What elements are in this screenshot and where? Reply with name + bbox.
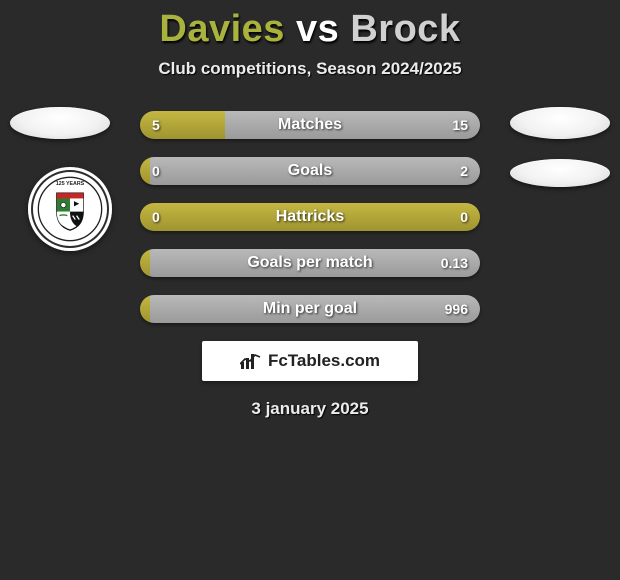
player1-club-crest: 125 YEARS xyxy=(28,167,112,251)
stat-value-right: 0.13 xyxy=(441,249,468,277)
comparison-content: 125 YEARS 5Matches150Goals20Hattricks0Go… xyxy=(0,111,620,419)
club-crest-icon: 125 YEARS xyxy=(37,176,103,242)
page-title: Davies vs Brock xyxy=(0,0,620,51)
stat-label: Goals xyxy=(140,157,480,185)
player1-name: Davies xyxy=(159,8,285,50)
stat-value-right: 996 xyxy=(445,295,468,323)
stat-row: 0Hattricks0 xyxy=(140,203,480,231)
brand-text: FcTables.com xyxy=(268,351,380,371)
stat-row: 0Goals2 xyxy=(140,157,480,185)
date-label: 3 january 2025 xyxy=(0,399,620,419)
player1-badge-placeholder xyxy=(10,107,110,139)
comparison-bars: 5Matches150Goals20Hattricks0Goals per ma… xyxy=(140,111,480,323)
vs-separator: vs xyxy=(296,8,339,50)
stat-row: 5Matches15 xyxy=(140,111,480,139)
player2-name: Brock xyxy=(350,8,460,50)
bar-chart-icon xyxy=(240,352,262,370)
player2-badge-placeholder-2 xyxy=(510,159,610,187)
stat-value-right: 2 xyxy=(460,157,468,185)
stat-label: Matches xyxy=(140,111,480,139)
subtitle: Club competitions, Season 2024/2025 xyxy=(0,59,620,79)
stat-label: Min per goal xyxy=(140,295,480,323)
player2-badge-placeholder-1 xyxy=(510,107,610,139)
stat-row: Min per goal996 xyxy=(140,295,480,323)
stat-label: Hattricks xyxy=(140,203,480,231)
stat-value-right: 15 xyxy=(452,111,468,139)
stat-label: Goals per match xyxy=(140,249,480,277)
stat-row: Goals per match0.13 xyxy=(140,249,480,277)
stat-value-right: 0 xyxy=(460,203,468,231)
brand-box: FcTables.com xyxy=(202,341,418,381)
svg-text:125 YEARS: 125 YEARS xyxy=(56,181,85,187)
